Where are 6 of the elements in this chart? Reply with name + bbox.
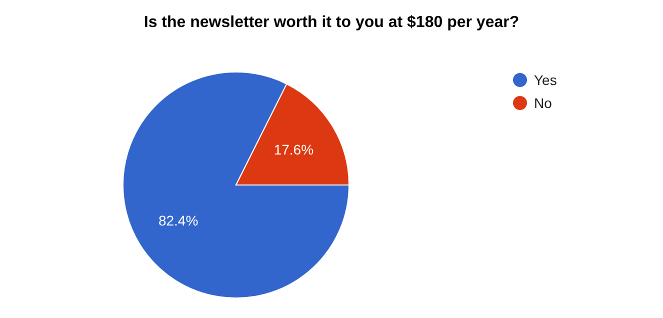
legend-label: Yes: [534, 72, 557, 88]
data-label: 17.6%: [274, 141, 314, 158]
data-label: 82.4%: [158, 212, 198, 229]
legend-label: No: [534, 94, 552, 111]
chart-title: Is the newsletter worth it to you at $180 per year?: [144, 14, 520, 31]
pie-slice: [122, 72, 350, 298]
